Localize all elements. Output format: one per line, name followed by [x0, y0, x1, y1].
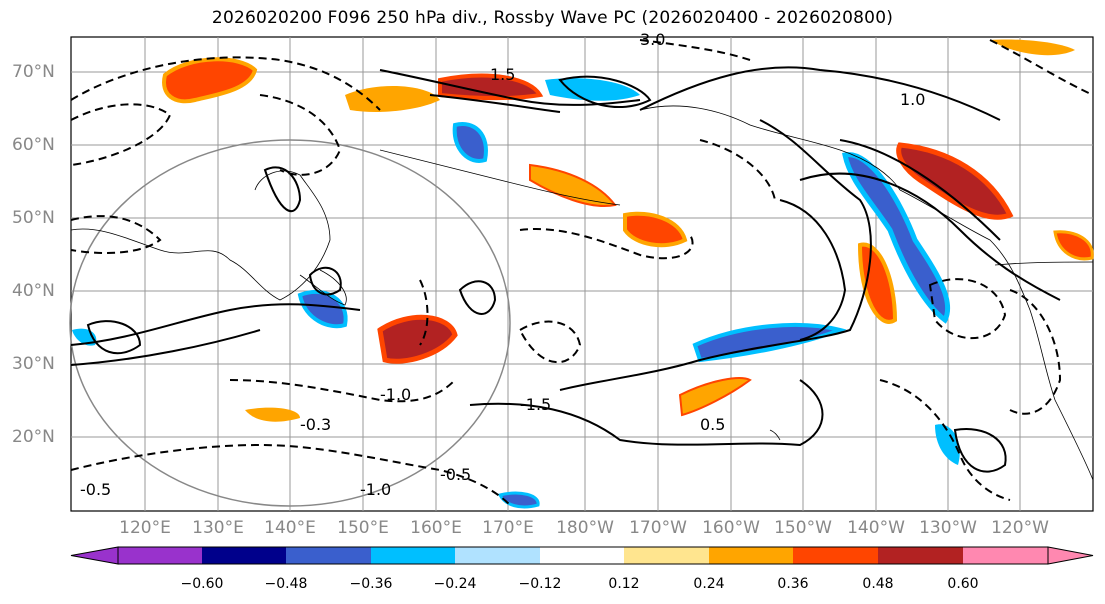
solid-contour — [558, 75, 652, 108]
colorbar-tick: −0.12 — [518, 576, 562, 592]
lat-label-40: 40°N — [12, 281, 55, 301]
solid-contour — [429, 94, 561, 113]
lon-label: 170°W — [629, 518, 687, 538]
colorbar-tick: 0.60 — [947, 576, 979, 592]
lat-label-60: 60°N — [12, 135, 55, 155]
lat-label-20: 20°N — [12, 427, 55, 447]
contour-label: 3.0 — [640, 30, 665, 49]
colorbar-tick: −0.24 — [433, 576, 477, 592]
pos-blob — [990, 39, 1075, 56]
dashed-contour — [639, 39, 751, 61]
reference-circle — [69, 139, 511, 507]
colorbar-tick: 0.24 — [693, 576, 725, 592]
lon-label: 140°W — [847, 518, 905, 538]
dashed-contour — [1009, 289, 1062, 415]
rossby-pc-contours — [70, 66, 1061, 473]
lon-label: 150°W — [774, 518, 832, 538]
solid-contour — [839, 139, 1001, 241]
lon-label: 160°E — [410, 518, 462, 538]
pos-blob — [162, 57, 258, 104]
solid-contour — [639, 66, 1001, 121]
coastline-hawaii — [769, 429, 781, 441]
coastlines — [70, 105, 1094, 481]
neg-blob — [545, 78, 640, 101]
lon-label: 140°E — [264, 518, 316, 538]
lon-label: 180°W — [556, 518, 614, 538]
dashed-contour — [70, 56, 381, 111]
neg-blob — [452, 122, 488, 163]
contour-label: 0.5 — [700, 415, 725, 434]
lat-label-50: 50°N — [12, 208, 55, 228]
neg-blob — [935, 424, 960, 465]
dashed-contour — [519, 228, 694, 260]
contour-label: 1.0 — [900, 90, 925, 109]
lon-label: 160°W — [702, 518, 760, 538]
dashed-contour — [928, 278, 1007, 340]
lon-label: 130°E — [192, 518, 244, 538]
pos-blob — [623, 211, 688, 248]
pos-blob — [245, 407, 300, 422]
solid-contour — [458, 280, 497, 315]
neg-blob — [692, 323, 847, 363]
contour-label: -0.5 — [80, 480, 111, 499]
coastline-aleutians — [379, 149, 621, 206]
contour-label: -0.5 — [440, 465, 471, 484]
colorbar-tick: −0.60 — [180, 576, 224, 592]
solid-contour — [799, 172, 1061, 301]
lon-label: 130°W — [919, 518, 977, 538]
pos-blob — [529, 163, 617, 207]
solid-contour — [469, 379, 824, 447]
coastline-asia — [70, 170, 331, 301]
lon-label: 120°E — [119, 518, 171, 538]
border-canada-us — [994, 261, 1094, 266]
coastline-alaska — [639, 105, 901, 191]
dashed-contour — [419, 279, 429, 346]
dashed-contour — [879, 379, 1011, 501]
solid-contour — [379, 69, 641, 106]
dashed-contour — [259, 94, 342, 176]
lat-label-30: 30°N — [12, 354, 55, 374]
dashed-contour — [518, 320, 582, 364]
pos-blob — [896, 142, 1014, 220]
pos-blob — [377, 314, 458, 364]
colorbar-tick: 0.12 — [608, 576, 640, 592]
pos-blob — [438, 73, 544, 101]
solid-contour — [308, 266, 342, 296]
lon-label: 150°E — [337, 518, 389, 538]
neg-blob — [842, 152, 951, 324]
lon-label: 170°E — [482, 518, 534, 538]
colorbar-tick: 0.36 — [777, 576, 809, 592]
pos-blob — [345, 85, 440, 112]
contour-label: 1.5 — [490, 65, 515, 84]
colorbar-tick: 0.48 — [862, 576, 894, 592]
solid-contour — [263, 166, 302, 213]
coastline-na-west — [899, 189, 1094, 481]
coastline-japan — [299, 269, 347, 306]
dashed-contour — [70, 443, 511, 506]
pos-blob — [1053, 230, 1094, 261]
dashed-contour — [229, 379, 456, 403]
dashed-contour — [70, 215, 162, 254]
colorbar-tick: −0.36 — [349, 576, 393, 592]
contour-label: -1.0 — [360, 480, 391, 499]
solid-contour — [779, 199, 847, 341]
colorbar-tick: −0.48 — [264, 576, 308, 592]
dashed-contour — [699, 139, 776, 201]
pos-blob — [678, 377, 752, 417]
contour-label: -1.0 — [380, 385, 411, 404]
solid-contour — [953, 428, 1007, 473]
map-title: 2026020200 F096 250 hPa div., Rossby Wav… — [211, 8, 894, 28]
lon-label: 120°W — [991, 518, 1049, 538]
lat-label-70: 70°N — [12, 62, 55, 82]
dashed-contour — [989, 39, 1094, 96]
solid-contour — [70, 329, 261, 366]
solid-contour — [70, 303, 361, 346]
rossby-pc-contours-negative — [70, 39, 1094, 506]
contour-label: -1.5 — [520, 395, 551, 414]
solid-contour — [86, 320, 142, 355]
contour-label: -0.3 — [300, 415, 331, 434]
